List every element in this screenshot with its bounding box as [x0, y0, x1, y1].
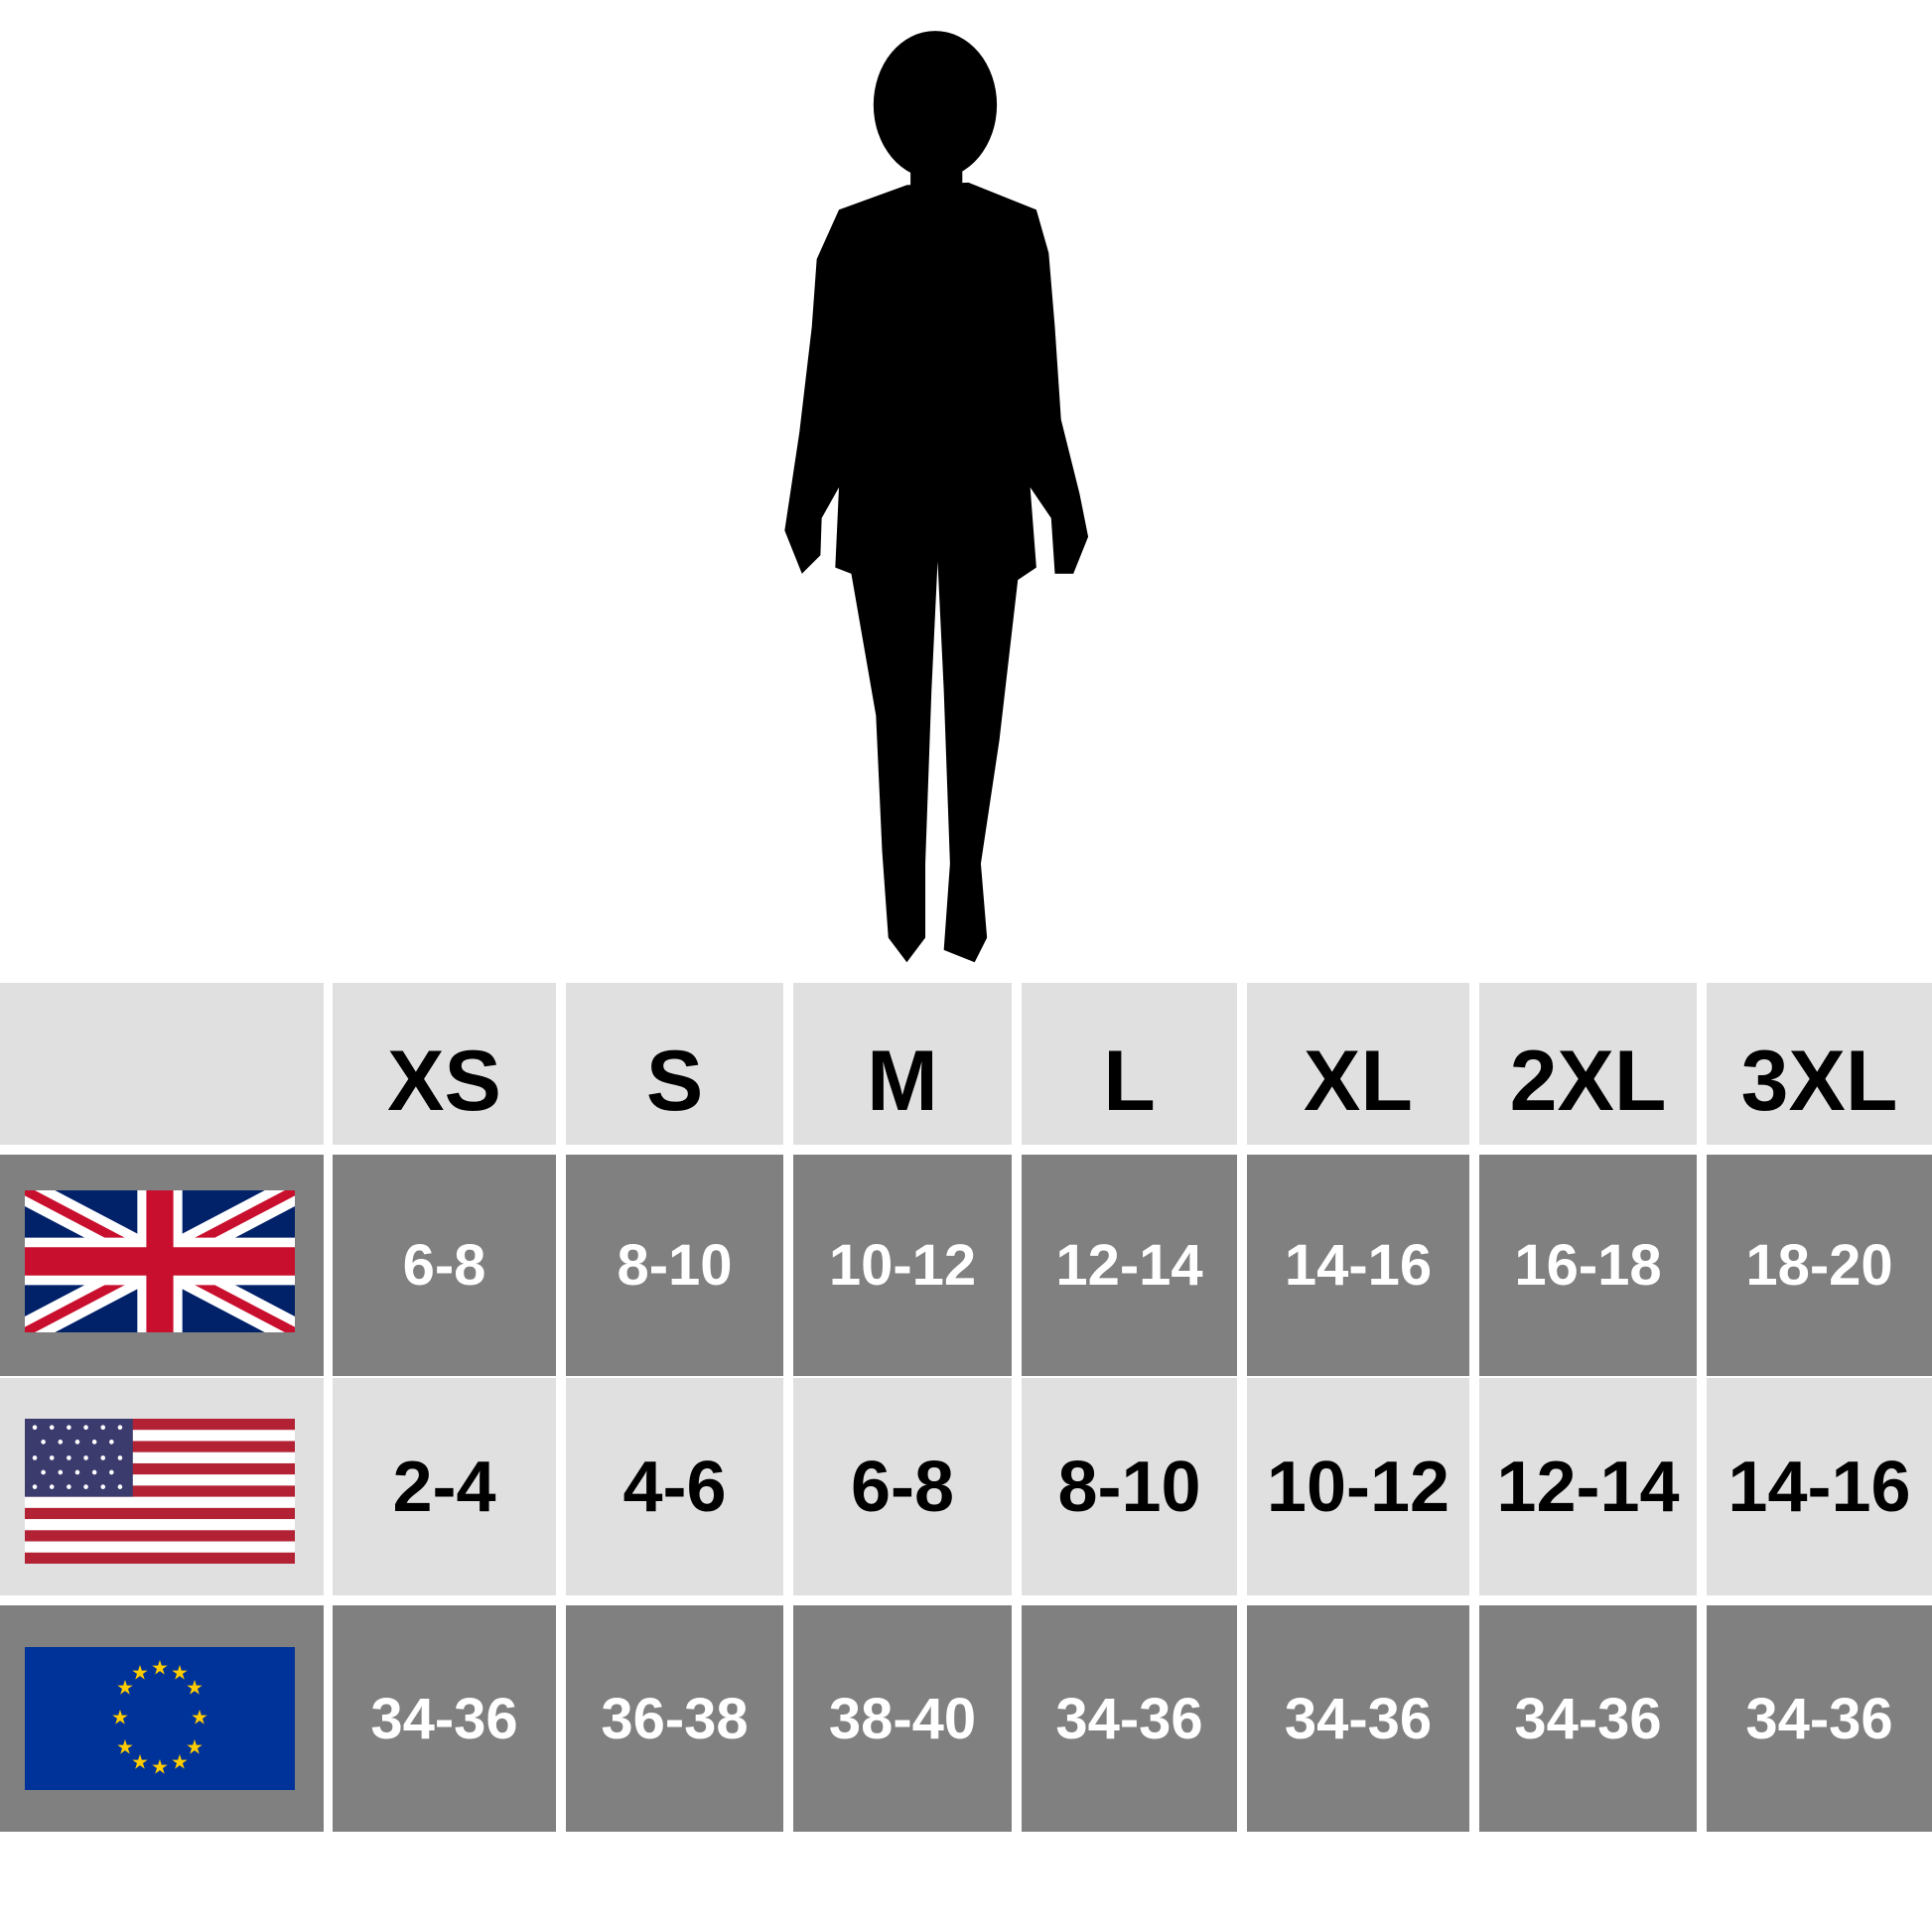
- svg-text:★: ★: [186, 1676, 204, 1700]
- eu-flag: ★ ★★ ★★★ ★★★ ★★★: [25, 1647, 295, 1790]
- size-header: 3XL: [1707, 983, 1932, 1145]
- size-value: 12-14: [1479, 1378, 1697, 1595]
- size-value: 14-16: [1707, 1378, 1932, 1595]
- size-value: 34-36: [1479, 1605, 1697, 1832]
- size-value: 6-8: [333, 1155, 556, 1376]
- svg-text:★: ★: [131, 1661, 149, 1685]
- size-value: 8-10: [1022, 1378, 1237, 1595]
- size-value: 6-8: [793, 1378, 1012, 1595]
- svg-text:★: ★: [116, 1676, 134, 1700]
- size-header: 2XL: [1479, 983, 1697, 1145]
- size-header: XS: [333, 983, 556, 1145]
- svg-text:★: ★: [186, 1735, 204, 1759]
- size-value: 34-36: [1707, 1605, 1932, 1832]
- svg-text:★: ★: [151, 1755, 169, 1779]
- size-value: 36-38: [566, 1605, 783, 1832]
- size-value: 10-12: [793, 1155, 1012, 1376]
- size-value: 34-36: [1022, 1605, 1237, 1832]
- size-header: M: [793, 983, 1012, 1145]
- svg-text:★: ★: [151, 1656, 169, 1680]
- size-value: 18-20: [1707, 1155, 1932, 1376]
- svg-text:★: ★: [111, 1706, 129, 1729]
- size-value: 4-6: [566, 1378, 783, 1595]
- corner-cell: [0, 983, 324, 1145]
- size-value: 14-16: [1247, 1155, 1469, 1376]
- svg-text:★: ★: [171, 1750, 189, 1774]
- size-value: 34-36: [1247, 1605, 1469, 1832]
- size-value: 38-40: [793, 1605, 1012, 1832]
- silhouette: [784, 31, 1089, 963]
- svg-text:★: ★: [171, 1661, 189, 1685]
- size-value: 16-18: [1479, 1155, 1697, 1376]
- svg-text:★: ★: [116, 1735, 134, 1759]
- size-header: S: [566, 983, 783, 1145]
- size-header: XL: [1247, 983, 1469, 1145]
- size-header: L: [1022, 983, 1237, 1145]
- svg-text:★: ★: [131, 1750, 149, 1774]
- uk-flag: [25, 1190, 295, 1332]
- size-value: 12-14: [1022, 1155, 1237, 1376]
- size-value: 8-10: [566, 1155, 783, 1376]
- size-value: 10-12: [1247, 1378, 1469, 1595]
- size-value: 34-36: [333, 1605, 556, 1832]
- us-flag: [25, 1419, 295, 1564]
- svg-text:★: ★: [191, 1706, 208, 1729]
- size-value: 2-4: [333, 1378, 556, 1595]
